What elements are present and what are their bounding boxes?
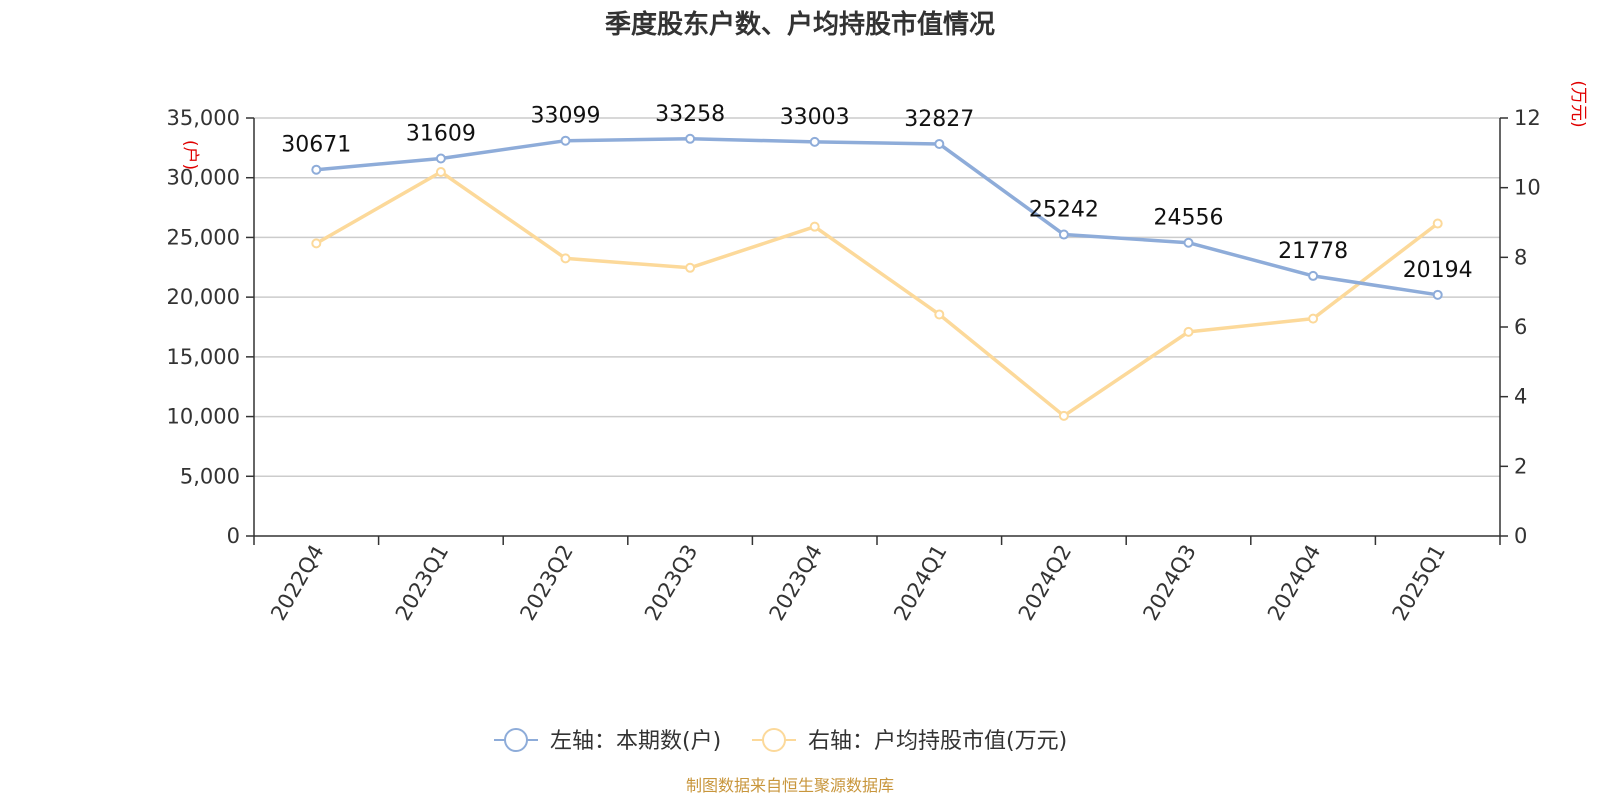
left-axis-tick-label-5: 25,000 (167, 225, 240, 249)
chart-title: 季度股东户数、户均持股市值情况 (605, 9, 995, 40)
legend[interactable]: 左轴：本期数(户) 右轴：户均持股市值(万元) (494, 728, 1067, 754)
series-2-point-1 (435, 166, 446, 177)
series-1-data-label-3: 33258 (655, 102, 725, 127)
x-axis-tick-label-0: 2022Q4 (266, 541, 328, 625)
right-axis-unit: (万元) (1568, 80, 1588, 127)
left-axis-tick-label-0: 0 (227, 524, 240, 548)
right-axis-tick-label-5: 10 (1514, 176, 1541, 200)
series-layer: 30671 31609 33099 33258 33003 32827 25242 24556… (281, 102, 1473, 421)
axes: 0 5,000 10,000 15,000 20,000 25,000 30,000 35,0… (167, 106, 1541, 625)
right-axis-tick-label-6: 12 (1514, 106, 1541, 130)
left-axis-tick-label-1: 5,000 (180, 464, 240, 488)
series-1-data-label-7: 24556 (1154, 206, 1224, 231)
series-1-data-label-9: 20194 (1403, 258, 1473, 283)
series-1-point-9 (1432, 289, 1443, 300)
legend-label-series-2: 右轴：户均持股市值(万元) (808, 729, 1067, 754)
right-axis-tick-label-4: 8 (1514, 245, 1527, 269)
series-1-point-0 (311, 164, 322, 175)
series-1-data-label-1: 31609 (406, 121, 476, 146)
series-1-point-8 (1308, 270, 1319, 281)
series-2-point-3 (685, 262, 696, 273)
series-1-data-label-2: 33099 (531, 104, 601, 129)
x-axis-tick-label-9: 2025Q1 (1388, 541, 1450, 625)
series-2-point-5 (934, 309, 945, 320)
series-1-point-4 (809, 136, 820, 147)
x-axis-tick-label-4: 2023Q4 (765, 541, 827, 625)
series-1-data-label-5: 32827 (904, 107, 974, 132)
x-axis-tick-label-3: 2023Q3 (640, 541, 702, 625)
x-axis-tick-label-8: 2024Q4 (1263, 541, 1325, 625)
x-axis-tick-label-7: 2024Q3 (1138, 541, 1200, 625)
x-axis-tick-label-2: 2023Q2 (515, 541, 577, 625)
series-1-point-2 (560, 135, 571, 146)
left-axis-tick-label-6: 30,000 (167, 166, 240, 190)
series-1-point-1 (435, 153, 446, 164)
series-1-point-6 (1058, 229, 1069, 240)
right-axis-tick-label-3: 6 (1514, 315, 1527, 339)
x-axis-tick-label-5: 2024Q1 (889, 541, 951, 625)
series-2-point-6 (1058, 410, 1069, 421)
grid-lines (254, 117, 1500, 478)
series-1-line (316, 137, 1438, 297)
series-2-point-7 (1183, 326, 1194, 337)
series-1-point-5 (934, 138, 945, 149)
left-axis-tick-label-4: 20,000 (167, 285, 240, 309)
source-note: 制图数据来自恒生聚源数据库 (686, 776, 894, 795)
legend-label-series-1: 左轴：本期数(户) (550, 729, 721, 754)
series-1-data-label-0: 30671 (281, 133, 351, 158)
series-2-point-9 (1432, 218, 1443, 229)
series-1-data-label-8: 21778 (1278, 239, 1348, 264)
right-axis-tick-label-0: 0 (1514, 524, 1527, 548)
left-axis-tick-label-2: 10,000 (167, 405, 240, 429)
left-axis-tick-label-3: 15,000 (167, 345, 240, 369)
series-1-point-3 (685, 133, 696, 144)
x-axis-tick-label-1: 2023Q1 (391, 541, 453, 625)
left-axis-unit: (户) (180, 140, 200, 170)
series-2-line (315, 170, 1439, 418)
series-2-point-2 (560, 253, 571, 264)
legend-marker-series-1 (504, 728, 528, 752)
series-1-data-label-4: 33003 (780, 105, 850, 130)
legend-marker-series-2 (762, 728, 786, 752)
right-axis-tick-label-1: 2 (1514, 454, 1527, 478)
series-1-data-label-6: 25242 (1029, 198, 1099, 223)
left-axis-tick-label-7: 35,000 (167, 106, 240, 130)
series-1-point-7 (1183, 237, 1194, 248)
series-2-point-4 (809, 221, 820, 232)
x-axis-tick-label-6: 2024Q2 (1014, 541, 1076, 625)
series-2-point-0 (311, 238, 322, 249)
series-2-point-8 (1308, 313, 1319, 324)
right-axis-tick-label-2: 4 (1514, 385, 1527, 409)
